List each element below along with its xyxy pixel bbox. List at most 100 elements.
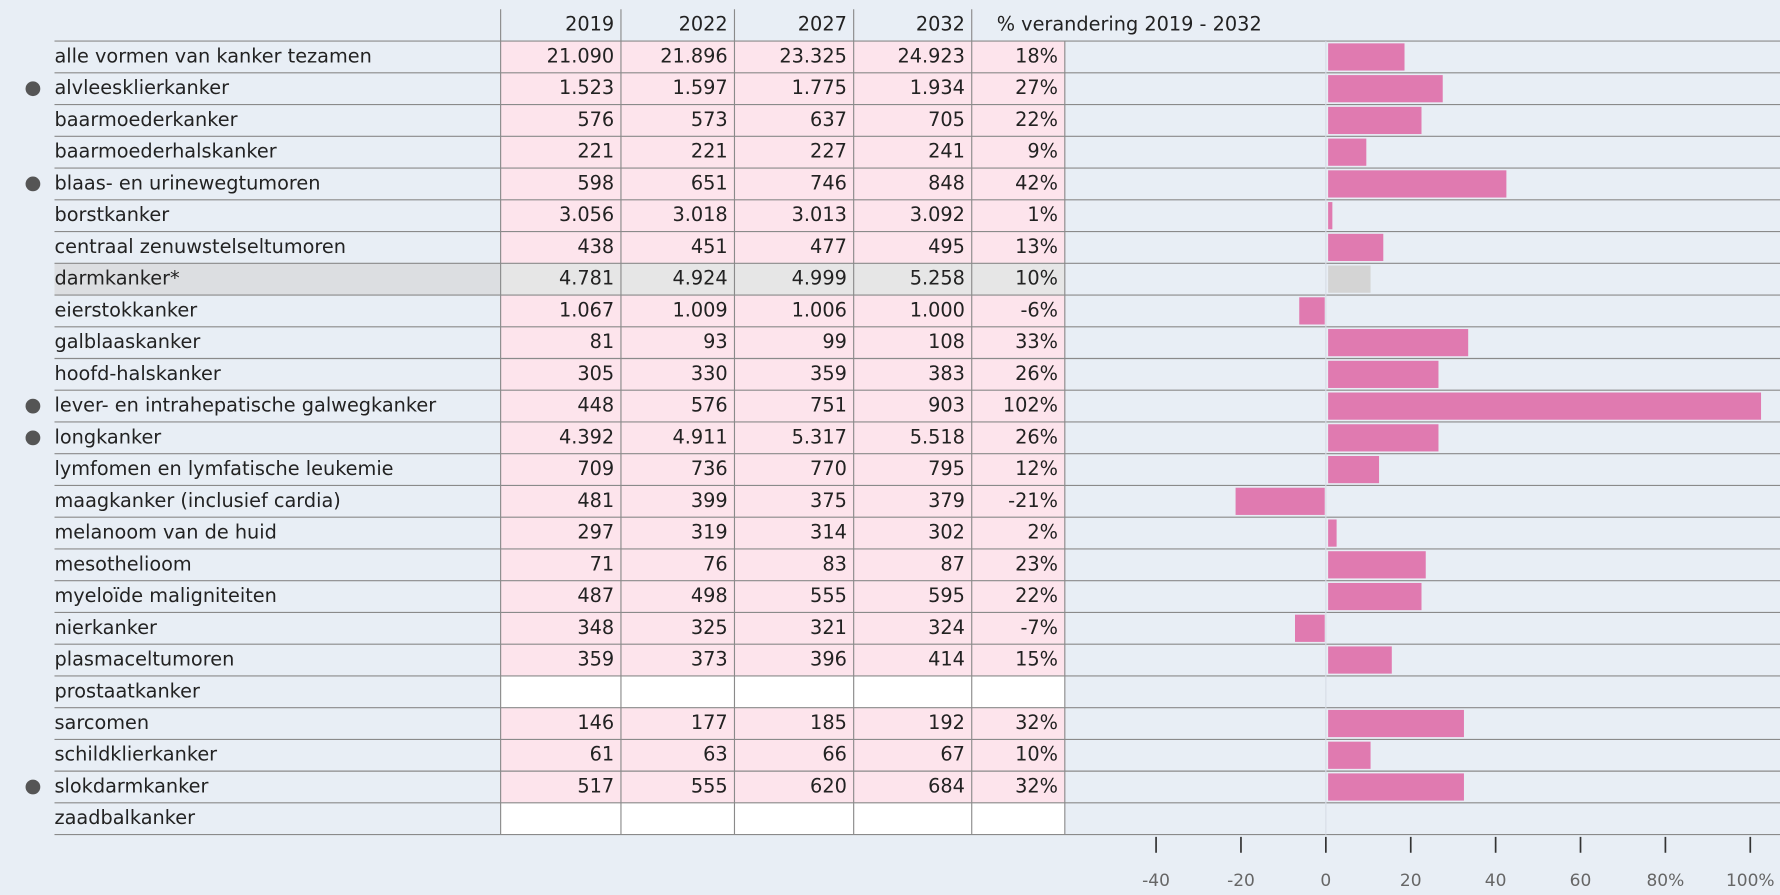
cell: [971, 771, 1065, 803]
row-label: lymfomen en lymfatische leukemie: [54, 457, 393, 480]
bar: [1328, 106, 1422, 135]
cell: [853, 739, 972, 772]
cell-value: 21.896: [660, 44, 727, 67]
cell-value: 1.523: [559, 76, 614, 99]
cell: [620, 485, 735, 518]
cell-value: 321: [810, 616, 847, 639]
cell-value: 477: [810, 235, 847, 258]
cell-value: 5.258: [910, 267, 965, 290]
cell: [620, 739, 735, 772]
cell-value: 555: [691, 774, 728, 797]
bar: [1328, 329, 1469, 357]
cell: [971, 517, 1065, 549]
cell-value: 383: [928, 362, 965, 385]
cell: [971, 168, 1065, 200]
percent-label: 26%: [1015, 362, 1058, 385]
row-label: schildklierkanker: [54, 743, 217, 766]
cell-value: 903: [928, 394, 965, 417]
cell: [620, 675, 735, 708]
cell: [500, 168, 621, 200]
cell-value: 709: [577, 457, 614, 480]
cell-value: 598: [577, 171, 614, 194]
cell: [734, 612, 854, 645]
cell-value: 305: [577, 362, 614, 385]
cell: [500, 136, 621, 169]
cell: [620, 707, 735, 740]
cell: [971, 390, 1065, 422]
cell: [734, 517, 854, 549]
cell: [734, 168, 854, 200]
cell: [734, 707, 854, 740]
bar: [1328, 360, 1439, 388]
cell-value: 3.056: [559, 203, 614, 226]
row-marker: [25, 398, 41, 414]
cell: [853, 104, 972, 137]
cell-value: 373: [691, 648, 728, 671]
cell-value: 302: [928, 521, 965, 544]
cell: [620, 802, 735, 835]
cell-value: 5.518: [910, 425, 965, 448]
bar: [1328, 646, 1392, 674]
percent-label: 13%: [1015, 235, 1058, 258]
cell: [620, 295, 735, 327]
cell: [971, 231, 1065, 264]
cell: [971, 453, 1065, 486]
cell: [734, 199, 854, 232]
cell: [853, 453, 972, 486]
row-marker: [25, 81, 41, 97]
cell-value: 438: [577, 235, 614, 258]
cell: [734, 41, 854, 73]
bar: [1328, 75, 1443, 103]
cell-value: 66: [822, 743, 847, 766]
bar: [1328, 519, 1337, 547]
column-header: 2022: [679, 13, 728, 36]
cell-value: 684: [928, 774, 965, 797]
row-label: blaas- en urinewegtumoren: [54, 171, 320, 194]
x-tick-label: 40: [1485, 871, 1507, 891]
cell: [500, 231, 621, 264]
row-label: hoofd-halskanker: [54, 362, 220, 385]
cell-value: 221: [577, 140, 614, 163]
bar: [1328, 202, 1333, 230]
cell: [620, 168, 735, 200]
cell: [620, 41, 735, 73]
bar: [1328, 392, 1762, 420]
x-tick-label: 80%: [1646, 871, 1684, 891]
cell-value: 227: [810, 140, 847, 163]
cell-value: 848: [928, 171, 965, 194]
column-header: 2032: [916, 13, 965, 36]
cell-value: 576: [691, 394, 728, 417]
cell: [620, 263, 735, 296]
cell: [971, 358, 1065, 391]
x-tick-label: -40: [1142, 871, 1170, 891]
cell-value: 1.009: [672, 298, 727, 321]
cell-value: 297: [577, 521, 614, 544]
cell: [734, 580, 854, 613]
percent-label: 26%: [1015, 425, 1058, 448]
cell: [734, 802, 854, 835]
percent-label: 22%: [1015, 584, 1058, 607]
cell-value: 396: [810, 648, 847, 671]
cell-value: 359: [577, 648, 614, 671]
cell: [971, 739, 1065, 772]
cell-value: 21.090: [547, 44, 614, 67]
cell: [853, 675, 972, 708]
bar: [1328, 170, 1507, 198]
row-label: darmkanker*: [54, 267, 180, 290]
cell: [620, 612, 735, 645]
cell: [500, 675, 621, 708]
cell: [853, 136, 972, 169]
cell: [971, 72, 1065, 105]
cell-value: 99: [822, 330, 847, 353]
cell: [620, 644, 735, 676]
cell: [500, 644, 621, 676]
row-label: melanoom van de huid: [54, 521, 276, 544]
cell: [734, 548, 854, 581]
cell: [971, 199, 1065, 232]
cell: [500, 771, 621, 803]
cell: [971, 295, 1065, 327]
cell: [971, 421, 1065, 454]
cell-value: 359: [810, 362, 847, 385]
cell-value: 319: [691, 521, 728, 544]
cell-value: 379: [928, 489, 965, 512]
